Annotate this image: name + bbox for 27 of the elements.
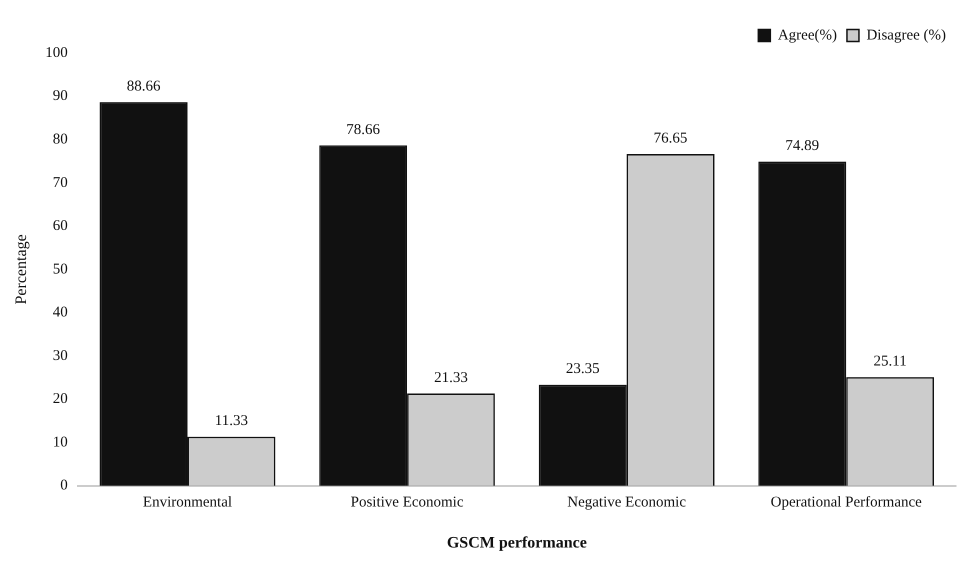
data-label: 23.35 — [566, 361, 600, 378]
x-tick-label: Environmental — [142, 494, 232, 511]
data-label: 11.33 — [214, 413, 248, 430]
data-label: 25.11 — [874, 354, 907, 370]
y-tick-label: 0 — [60, 478, 68, 494]
y-tick-label: 60 — [52, 218, 68, 234]
y-axis-title: Percentage — [12, 234, 30, 304]
y-tick-label: 20 — [52, 391, 68, 408]
y-tick-label: 10 — [52, 434, 68, 450]
y-tick-label: 30 — [52, 348, 68, 364]
y-tick-label: 90 — [52, 88, 68, 104]
legend-label: Disagree (%) — [866, 27, 946, 44]
y-tick-label: 100 — [45, 44, 68, 61]
y-tick-label: 50 — [52, 261, 68, 278]
y-tick-label: 70 — [52, 174, 68, 191]
x-tick-label: Operational Performance — [770, 494, 922, 511]
legend-label: Agree(%) — [778, 27, 837, 44]
data-label: 21.33 — [434, 370, 468, 386]
data-label: 74.89 — [785, 138, 820, 154]
x-axis-title: GSCM performance — [446, 534, 587, 552]
data-label: 78.66 — [346, 122, 381, 138]
data-label: 88.66 — [126, 78, 161, 95]
x-tick-label: Positive Economic — [350, 494, 464, 511]
y-tick-label: 40 — [52, 304, 68, 321]
data-label: 76.65 — [654, 130, 688, 146]
x-tick-label: Negative Economic — [567, 494, 686, 511]
y-tick-label: 80 — [52, 131, 68, 148]
